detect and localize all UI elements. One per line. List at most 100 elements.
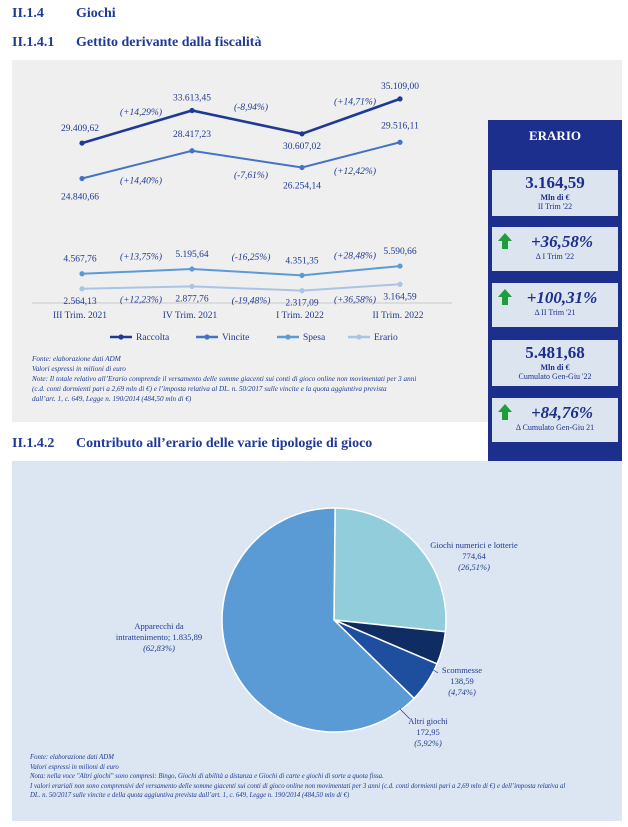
data-point bbox=[299, 272, 305, 278]
data-point bbox=[397, 139, 403, 145]
subsection-number: II.1.4.1 bbox=[12, 35, 55, 50]
sidebar-title: ERARIO bbox=[528, 128, 581, 143]
erario-unit: Mln di € bbox=[540, 193, 570, 202]
change-label: (+28,48%) bbox=[334, 251, 376, 262]
legend-marker bbox=[356, 334, 362, 340]
fiscal-chart-panel: 29.409,62 33.613,45 30.607,02 35.109,00 (+14… bbox=[12, 60, 622, 465]
legend-marker bbox=[204, 334, 210, 340]
change-label: (-7,61%) bbox=[234, 170, 268, 181]
delta-pct: +36,58% bbox=[530, 232, 594, 251]
data-point bbox=[299, 288, 305, 294]
legend-label: Vincite bbox=[222, 333, 249, 343]
data-point bbox=[79, 286, 85, 292]
delta-box-2: +100,31% Δ II Trim '21 bbox=[492, 283, 618, 327]
note-units: Valori espressi in milioni di euro bbox=[32, 365, 126, 373]
leader-line bbox=[399, 708, 411, 720]
pie-chart bbox=[221, 507, 447, 733]
slice-label-giochi-numerici: Giochi numerici e lotterie 774,64 (26,51… bbox=[414, 540, 534, 573]
delta-box-1: +36,58% Δ I Trim '22 bbox=[492, 227, 618, 271]
note-text: Note: Il totale relativo all’Erario comp… bbox=[32, 375, 417, 383]
data-point bbox=[79, 271, 85, 277]
data-label: 29.409,62 bbox=[61, 124, 99, 134]
note-text: Nota: nella voce "Altri giochi" sono com… bbox=[30, 773, 384, 780]
x-tick-label: II Trim. 2022 bbox=[373, 311, 424, 321]
cumulative-value-box: 5.481,68 Mln di € Cumulato Gen-Giu '22 bbox=[492, 340, 618, 386]
data-label: 4.567,76 bbox=[63, 255, 97, 265]
slice-pct: (4,74%) bbox=[448, 687, 476, 697]
legend-label: Raccolta bbox=[136, 333, 170, 343]
data-label: 24.840,66 bbox=[61, 192, 99, 202]
data-point bbox=[79, 175, 85, 182]
cumulative-unit: Mln di € bbox=[540, 363, 570, 372]
section-heading: II.1.4 Giochi bbox=[12, 6, 116, 22]
legend-label: Erario bbox=[374, 333, 398, 343]
data-label: 26.254,14 bbox=[283, 182, 321, 192]
change-label: (-16,25%) bbox=[232, 252, 271, 263]
pie-slice bbox=[221, 507, 416, 733]
note-text: I valori erariali non sono comprensivi d… bbox=[30, 782, 566, 790]
series-line-erario bbox=[81, 283, 401, 292]
data-point bbox=[189, 266, 195, 272]
line-chart: 29.409,62 33.613,45 30.607,02 35.109,00 (+14… bbox=[32, 82, 452, 343]
pie-chart-panel: Giochi numerici e lotterie 774,64 (26,51… bbox=[12, 461, 622, 821]
subsection-title: Gettito derivante dalla fiscalità bbox=[76, 35, 262, 50]
slice-pct: (5,92%) bbox=[414, 738, 442, 748]
change-label: (+14,29%) bbox=[120, 107, 162, 118]
legend-marker bbox=[285, 334, 291, 340]
series-line-raccolta bbox=[81, 97, 401, 145]
data-label: 5.195,64 bbox=[175, 250, 209, 260]
data-point bbox=[397, 263, 403, 269]
series-line-vincite bbox=[81, 141, 401, 180]
slice-name-cont: intrattenimento; bbox=[115, 632, 171, 642]
x-tick-label: IV Trim. 2021 bbox=[163, 311, 218, 321]
slice-name: Giochi numerici e lotterie bbox=[430, 540, 518, 550]
section-number: II.1.4 bbox=[12, 6, 44, 21]
delta-pct: +100,31% bbox=[526, 288, 598, 307]
legend-label: Spesa bbox=[303, 333, 326, 343]
arrow-up-icon bbox=[498, 404, 512, 420]
slice-name: Altri giochi bbox=[408, 716, 448, 726]
slice-label-scommesse: Scommesse 138,59 (4,74%) bbox=[432, 665, 492, 698]
legend-marker bbox=[118, 334, 124, 340]
subsection-heading-1: II.1.4.1 Gettito derivante dalla fiscalit… bbox=[12, 35, 261, 51]
data-point bbox=[189, 283, 195, 290]
data-label: 2.317,09 bbox=[285, 299, 319, 309]
subsection-number: II.1.4.2 bbox=[12, 436, 55, 451]
note-source: Fonte: elaborazione dati ADM bbox=[32, 355, 121, 363]
change-label: (+13,75%) bbox=[120, 251, 162, 262]
subsection-heading-2: II.1.4.2 Contributo all’erario delle vari… bbox=[12, 436, 372, 452]
note-units: Valori espressi in milioni di euro bbox=[30, 763, 119, 771]
slice-name: Apparecchi da bbox=[134, 621, 184, 631]
pie-slice bbox=[333, 507, 447, 633]
slice-pct: (62,83%) bbox=[143, 643, 175, 653]
delta-pct: +84,76% bbox=[530, 403, 594, 422]
delta-label: Δ II Trim '21 bbox=[534, 308, 576, 317]
data-label: 2.564,13 bbox=[63, 297, 97, 307]
data-label: 33.613,45 bbox=[173, 93, 211, 103]
data-point bbox=[397, 281, 403, 287]
arrow-up-icon bbox=[498, 289, 512, 305]
delta-label: Δ Cumulato Gen-Giu 21 bbox=[515, 423, 595, 432]
change-label: (+14,40%) bbox=[120, 176, 162, 187]
subsection-title: Contributo all’erario delle varie tipolo… bbox=[76, 436, 373, 451]
slice-value: 774,64 bbox=[462, 551, 486, 561]
data-point bbox=[299, 164, 305, 171]
slice-value: 138,59 bbox=[450, 676, 474, 686]
change-label: (-19,48%) bbox=[232, 296, 271, 307]
slice-label-altri-giochi: Altri giochi 172,95 (5,92%) bbox=[398, 716, 458, 749]
x-tick-label: I Trim. 2022 bbox=[276, 311, 324, 321]
change-label: (+12,23%) bbox=[120, 295, 162, 306]
delta-label: Δ I Trim '22 bbox=[535, 252, 575, 261]
note-source: Fonte: elaborazione dati ADM bbox=[30, 754, 114, 761]
slice-name: Scommesse bbox=[441, 665, 483, 675]
data-point bbox=[397, 96, 403, 102]
series-line-spesa bbox=[81, 265, 401, 277]
cumulative-period: Cumulato Gen-Giu '22 bbox=[518, 372, 592, 381]
change-label: (+14,71%) bbox=[334, 96, 376, 107]
data-label: 2.877,76 bbox=[175, 294, 209, 304]
x-tick-label: III Trim. 2021 bbox=[53, 311, 107, 321]
change-label: (+36,58%) bbox=[334, 294, 376, 305]
note-text: (c.d. conti dormienti pari a 2,69 mln di… bbox=[32, 385, 387, 393]
leader-line bbox=[426, 665, 439, 674]
slice-label-apparecchi: Apparecchi da intrattenimento; 1.835,89 … bbox=[104, 621, 214, 654]
